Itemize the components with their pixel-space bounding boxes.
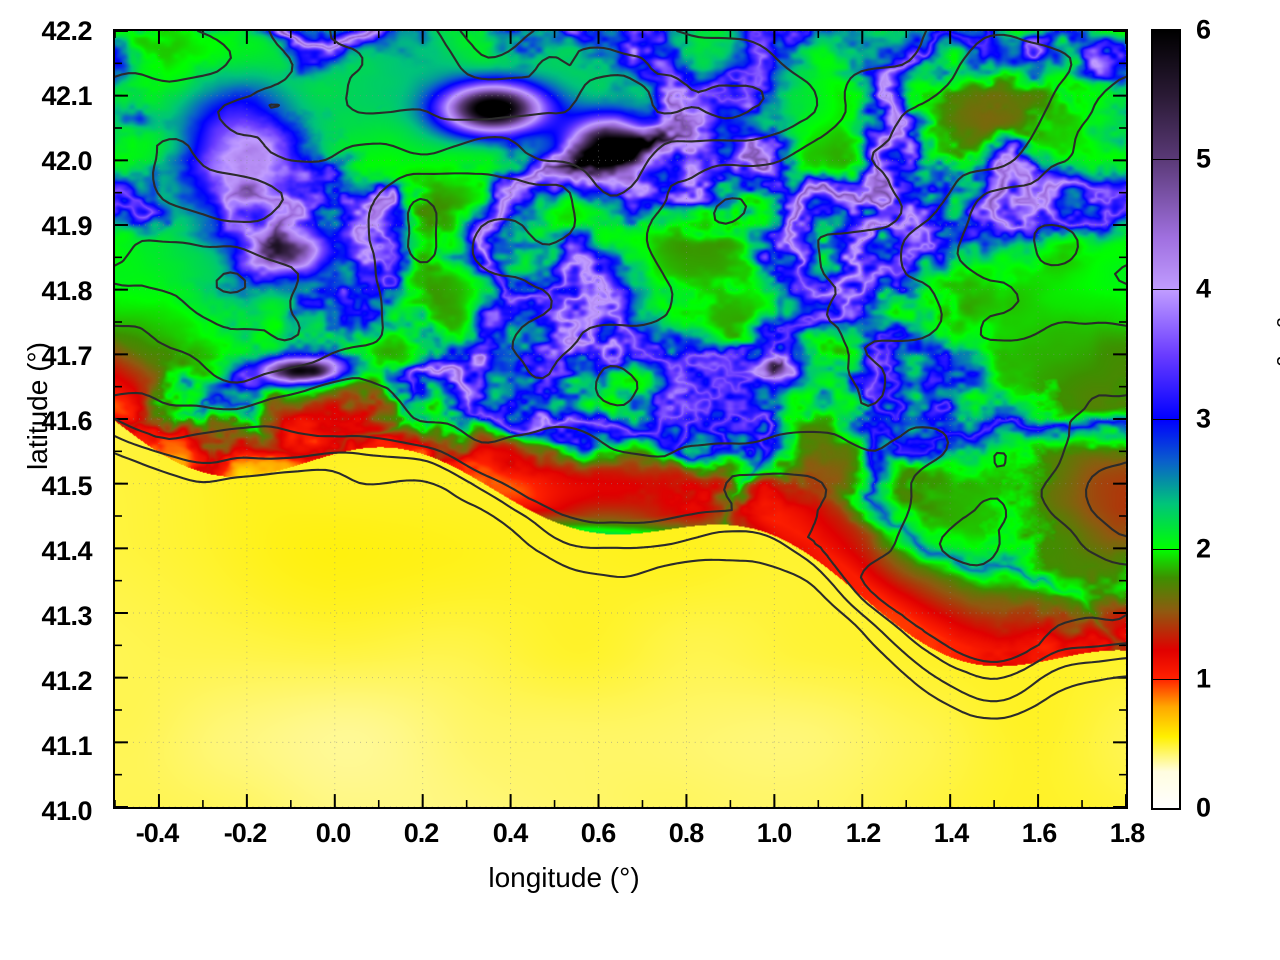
y-tick-label: 41.0	[41, 796, 92, 826]
colorbar-title-prefix: 1stlevel-TKE (m	[1275, 366, 1280, 566]
colorbar-tick	[1151, 159, 1181, 160]
colorbar-title-mid: s	[1276, 334, 1280, 356]
colorbar-tick-label: 4	[1196, 273, 1212, 304]
colorbar-tick	[1151, 549, 1181, 550]
colorbar-tick-label: 2	[1196, 533, 1212, 564]
y-tick-label: 42.2	[41, 16, 92, 46]
y-tick-label: 41.6	[41, 406, 92, 436]
y-tick-label: 41.1	[41, 731, 92, 761]
x-tick-label: 0.2	[403, 818, 440, 848]
colorbar-title-exponent-2: -2	[1274, 317, 1280, 335]
contour-and-grid-overlay	[115, 31, 1126, 807]
x-tick-label: 1.0	[756, 818, 793, 848]
x-tick-label: 1.4	[933, 818, 970, 848]
colorbar-title-suffix: )	[1276, 308, 1280, 317]
tke-raster-field	[115, 31, 1126, 807]
map-plot-area[interactable]	[113, 29, 1128, 809]
y-tick-label: 41.9	[41, 211, 92, 241]
x-tick-label: 0.6	[580, 818, 617, 848]
colorbar-tick	[1151, 679, 1181, 680]
y-axis-title: latitude (°)	[22, 342, 53, 470]
colorbar-tick-label: 6	[1196, 14, 1212, 45]
x-tick-label: 0.8	[668, 818, 705, 848]
x-tick-label: 0.0	[315, 818, 352, 848]
y-tick-label: 42.1	[41, 81, 92, 111]
y-tick-label: 42.0	[41, 146, 92, 176]
y-tick-label: 41.2	[41, 666, 92, 696]
x-tick-label: 1.8	[1109, 818, 1146, 848]
colorbar-title-exponent-1: 2	[1274, 356, 1280, 367]
y-tick-label: 41.8	[41, 276, 92, 306]
colorbar-tick	[1151, 289, 1181, 290]
x-tick-label: -0.4	[135, 818, 180, 848]
x-tick-label: -0.2	[223, 818, 268, 848]
y-tick-label: 41.3	[41, 601, 92, 631]
y-tick-label: 41.4	[41, 536, 92, 566]
x-tick-label: 1.6	[1021, 818, 1058, 848]
colorbar-title: 1stlevel-TKE (m2 s-2)	[1274, 297, 1280, 577]
colorbar-tick-label: 1	[1196, 663, 1212, 694]
x-tick-label: 1.2	[845, 818, 882, 848]
y-tick-label: 41.5	[41, 471, 92, 501]
colorbar-tick-label: 0	[1196, 792, 1212, 823]
colorbar-tick-label: 5	[1196, 143, 1212, 174]
colorbar-tick	[1151, 419, 1181, 420]
colorbar-tick-label: 3	[1196, 403, 1212, 434]
x-axis-title: longitude (°)	[488, 862, 640, 893]
y-tick-label: 41.7	[41, 341, 92, 371]
x-tick-label: 0.4	[492, 818, 529, 848]
